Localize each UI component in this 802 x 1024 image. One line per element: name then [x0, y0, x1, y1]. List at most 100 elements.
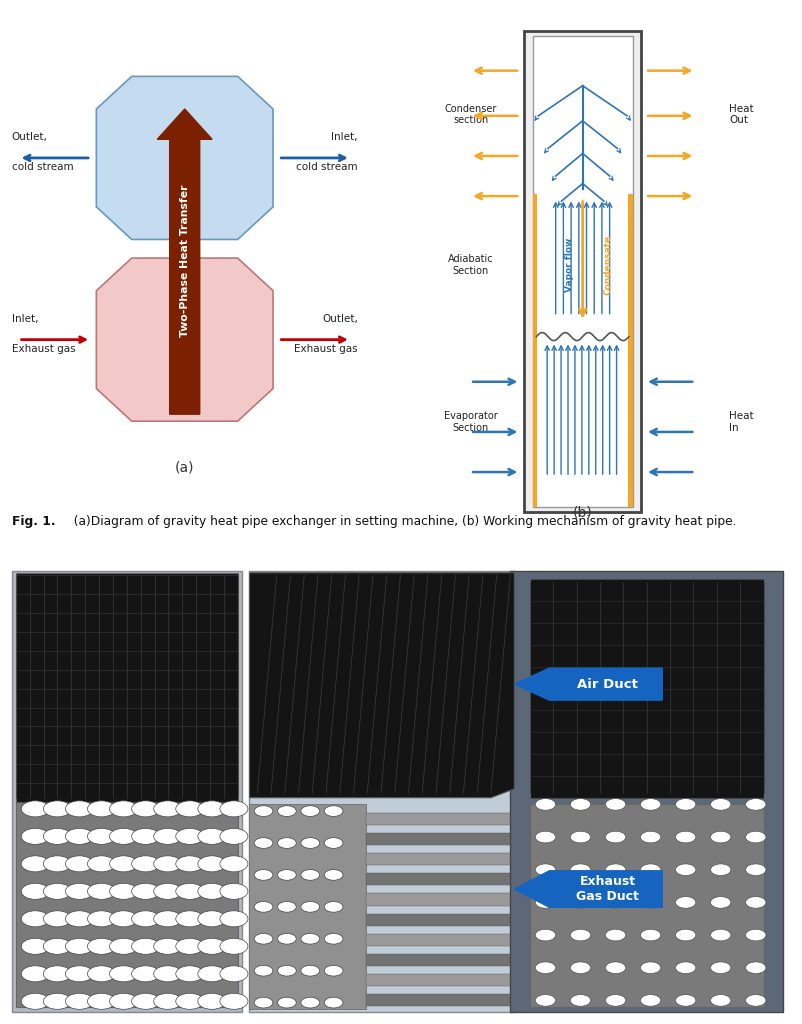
Circle shape — [176, 993, 204, 1010]
Circle shape — [176, 828, 204, 845]
Circle shape — [176, 966, 204, 982]
Circle shape — [220, 828, 248, 845]
Circle shape — [21, 884, 49, 899]
Circle shape — [674, 994, 695, 1007]
Circle shape — [277, 806, 296, 816]
Circle shape — [153, 966, 181, 982]
Bar — [366, 873, 510, 886]
Text: (a)Diagram of gravity heat pipe exchanger in setting machine, (b) Working mechan: (a)Diagram of gravity heat pipe exchange… — [67, 515, 736, 528]
Circle shape — [220, 884, 248, 899]
Circle shape — [605, 929, 625, 941]
Circle shape — [65, 884, 93, 899]
Circle shape — [176, 884, 204, 899]
Circle shape — [220, 993, 248, 1010]
Circle shape — [87, 856, 115, 871]
Circle shape — [277, 934, 296, 944]
Circle shape — [43, 828, 71, 845]
Circle shape — [109, 993, 137, 1010]
Circle shape — [153, 884, 181, 899]
Polygon shape — [96, 77, 273, 240]
Circle shape — [301, 966, 319, 976]
Circle shape — [569, 929, 590, 941]
Circle shape — [87, 801, 115, 817]
Text: (a): (a) — [175, 461, 194, 475]
Circle shape — [254, 806, 273, 816]
Circle shape — [132, 884, 160, 899]
Circle shape — [640, 831, 660, 843]
Circle shape — [153, 828, 181, 845]
Circle shape — [569, 864, 590, 876]
Circle shape — [640, 897, 660, 908]
Circle shape — [674, 897, 695, 908]
Bar — [532, 36, 632, 507]
Circle shape — [197, 856, 225, 871]
Text: Exhaust
Gas Duct: Exhaust Gas Duct — [576, 876, 638, 903]
Circle shape — [132, 938, 160, 954]
Circle shape — [535, 799, 555, 810]
Text: Exhaust gas: Exhaust gas — [11, 344, 75, 354]
Circle shape — [605, 962, 625, 974]
Text: Inlet,: Inlet, — [11, 313, 38, 324]
Circle shape — [710, 799, 730, 810]
Circle shape — [535, 962, 555, 974]
Circle shape — [87, 884, 115, 899]
Circle shape — [197, 884, 225, 899]
Text: Inlet,: Inlet, — [331, 132, 358, 142]
Bar — [366, 813, 510, 825]
Circle shape — [324, 806, 342, 816]
Bar — [529, 805, 763, 1007]
Circle shape — [674, 799, 695, 810]
Text: Condenser
section: Condenser section — [444, 103, 496, 125]
Bar — [366, 934, 510, 945]
Circle shape — [535, 864, 555, 876]
Circle shape — [65, 828, 93, 845]
Circle shape — [710, 929, 730, 941]
Text: Adiabatic
Section: Adiabatic Section — [448, 254, 493, 275]
Circle shape — [674, 831, 695, 843]
Bar — [366, 834, 510, 846]
Circle shape — [197, 938, 225, 954]
Circle shape — [21, 993, 49, 1010]
Circle shape — [109, 966, 137, 982]
Circle shape — [301, 934, 319, 944]
Circle shape — [745, 864, 765, 876]
Circle shape — [21, 828, 49, 845]
Bar — [366, 894, 510, 905]
Circle shape — [153, 856, 181, 871]
Circle shape — [87, 993, 115, 1010]
Text: Air Duct: Air Duct — [577, 678, 638, 690]
Circle shape — [132, 828, 160, 845]
Bar — [249, 570, 513, 1012]
Circle shape — [640, 962, 660, 974]
Circle shape — [43, 856, 71, 871]
Circle shape — [65, 938, 93, 954]
Circle shape — [21, 966, 49, 982]
Text: Outlet,: Outlet, — [322, 313, 358, 324]
Circle shape — [65, 993, 93, 1010]
Circle shape — [640, 929, 660, 941]
Circle shape — [277, 997, 296, 1008]
Polygon shape — [249, 572, 513, 798]
Circle shape — [605, 864, 625, 876]
Circle shape — [324, 869, 342, 881]
Circle shape — [301, 838, 319, 848]
Circle shape — [43, 938, 71, 954]
Circle shape — [197, 966, 225, 982]
Circle shape — [153, 938, 181, 954]
Circle shape — [710, 897, 730, 908]
Circle shape — [87, 938, 115, 954]
Circle shape — [109, 884, 137, 899]
Circle shape — [535, 929, 555, 941]
Text: Outlet,: Outlet, — [11, 132, 47, 142]
Polygon shape — [96, 258, 273, 421]
Circle shape — [43, 801, 71, 817]
Circle shape — [324, 966, 342, 976]
Bar — [627, 194, 632, 507]
Circle shape — [277, 838, 296, 848]
Text: cold stream: cold stream — [11, 162, 73, 172]
Circle shape — [65, 910, 93, 927]
Circle shape — [745, 897, 765, 908]
Bar — [249, 805, 366, 1010]
Circle shape — [710, 831, 730, 843]
Circle shape — [745, 831, 765, 843]
